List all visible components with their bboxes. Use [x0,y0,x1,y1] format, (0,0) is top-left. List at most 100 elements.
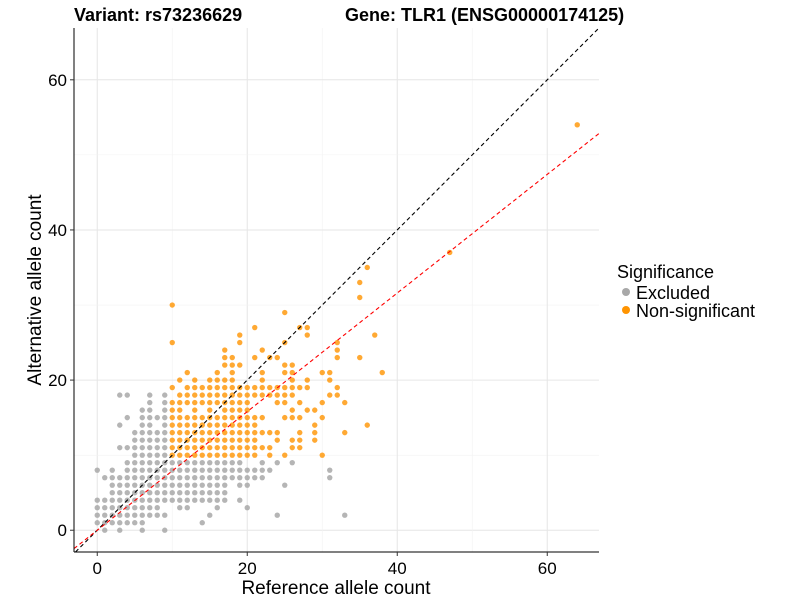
point-excluded [102,474,108,481]
point-non-significant [289,444,295,451]
point-excluded [109,505,115,511]
point-excluded [184,489,190,496]
point-excluded [147,444,153,451]
point-non-significant [334,347,340,353]
point-excluded [192,474,198,481]
point-excluded [192,482,198,488]
point-non-significant [274,399,280,406]
point-excluded [124,520,130,526]
point-non-significant [177,429,183,436]
point-non-significant [237,362,243,368]
legend-key-non-significant [622,306,630,314]
point-non-significant [252,429,258,436]
point-non-significant [207,429,213,436]
point-excluded [124,489,130,496]
point-non-significant [252,452,258,458]
point-excluded [117,482,123,488]
point-excluded [177,467,183,473]
point-non-significant [177,452,183,458]
point-non-significant [192,399,198,406]
point-non-significant [214,377,220,383]
point-non-significant [222,437,228,443]
point-non-significant [252,392,258,398]
point-excluded [109,520,115,526]
point-excluded [139,512,145,518]
point-non-significant [259,377,265,383]
point-excluded [274,512,280,518]
point-non-significant [214,437,220,443]
point-non-significant [274,354,280,361]
point-excluded [109,482,115,488]
point-non-significant [357,279,363,286]
point-non-significant [259,414,265,421]
point-excluded [139,467,145,473]
point-non-significant [237,392,243,398]
point-non-significant [267,392,273,398]
point-excluded [102,512,108,518]
point-non-significant [177,437,183,443]
point-non-significant [244,452,250,458]
point-excluded [177,489,183,496]
point-non-significant [282,369,288,376]
point-excluded [147,429,153,436]
point-non-significant [274,392,280,398]
point-excluded [94,512,100,518]
point-non-significant [364,422,370,428]
point-excluded [94,467,100,473]
point-excluded [139,474,145,481]
point-excluded [117,444,123,451]
point-non-significant [214,369,220,376]
point-non-significant [222,452,228,458]
point-excluded [94,497,100,503]
point-non-significant [184,399,190,406]
point-excluded [222,459,228,466]
point-non-significant [274,437,280,443]
point-excluded [94,505,100,511]
point-excluded [192,489,198,496]
point-excluded [214,474,220,481]
point-non-significant [304,407,310,413]
point-excluded [184,497,190,503]
point-non-significant [289,437,295,443]
point-non-significant [252,422,258,428]
point-excluded [124,459,130,466]
point-non-significant [222,407,228,413]
point-excluded [162,527,168,533]
point-excluded [94,520,100,526]
point-non-significant [229,362,235,368]
point-excluded [192,497,198,503]
point-non-significant [372,332,378,338]
point-excluded [132,520,138,526]
point-excluded [154,459,160,466]
legend-label-non-significant: Non-significant [636,301,755,321]
point-excluded [214,489,220,496]
point-excluded [132,459,138,466]
y-tick-label: 20 [48,371,67,390]
point-excluded [184,474,190,481]
point-excluded [192,467,198,473]
point-excluded [147,437,153,443]
point-non-significant [184,444,190,451]
legend-title: Significance [617,262,714,282]
point-non-significant [289,407,295,413]
point-non-significant [177,392,183,398]
point-excluded [237,474,243,481]
point-non-significant [244,437,250,443]
point-excluded [102,497,108,503]
point-excluded [162,482,168,488]
point-excluded [154,474,160,481]
point-excluded [154,437,160,443]
point-excluded [342,512,348,518]
point-excluded [132,474,138,481]
point-non-significant [274,429,280,436]
point-excluded [222,497,228,503]
point-non-significant [244,407,250,413]
point-excluded [162,452,168,458]
point-non-significant [199,392,205,398]
point-non-significant [289,384,295,391]
point-non-significant [222,414,228,421]
point-non-significant [312,407,318,413]
point-non-significant [169,429,175,436]
point-non-significant [207,422,213,428]
point-non-significant [169,444,175,451]
